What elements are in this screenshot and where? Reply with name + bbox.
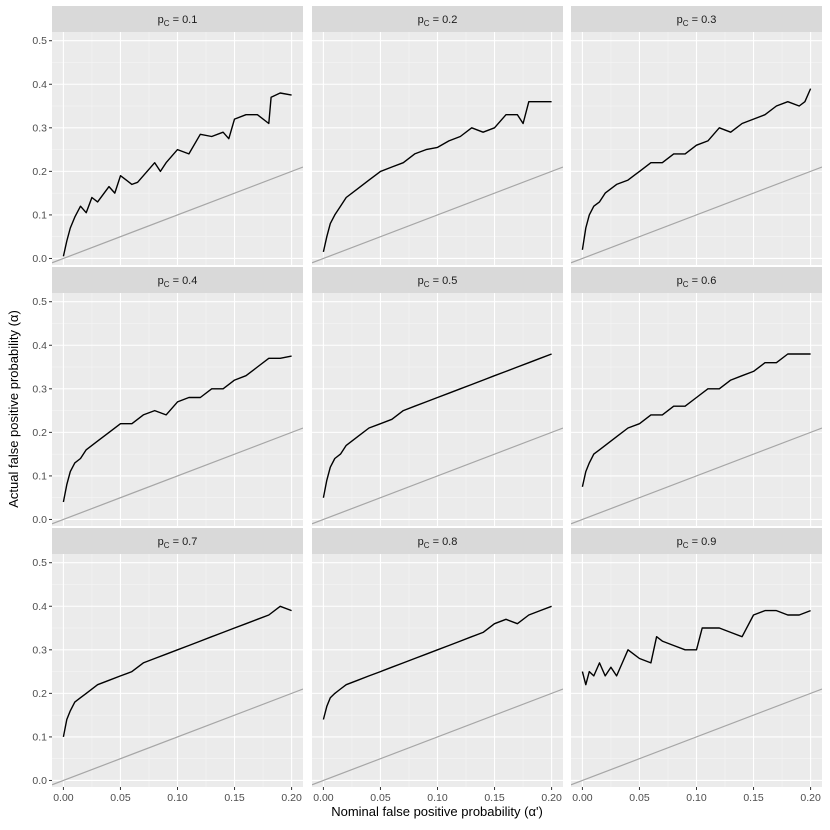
series-line xyxy=(581,88,812,250)
facet-panel: pC = 0.5 xyxy=(312,267,563,526)
facet-panel: pC = 0.9 0.00 0.05 0.10 0.15 0.20 xyxy=(571,528,822,804)
series-line xyxy=(62,605,292,738)
y-tick-label: 0.1 xyxy=(32,209,47,221)
x-tick-label: 0.20 xyxy=(541,792,562,804)
y-tick-label: 0.5 xyxy=(32,35,47,47)
facet-panel: pC = 0.2 xyxy=(312,6,563,265)
facet-strip-label: pC = 0.8 xyxy=(418,536,458,550)
facet-strip xyxy=(312,528,563,554)
facet-panel: pC = 0.7 0.0 0.1 0.2 0.3 0.4 0.5 0.00 0.05 0.10 0.… xyxy=(32,528,303,804)
series-line xyxy=(581,609,811,686)
series-line xyxy=(581,353,811,487)
facet-strip-label: pC = 0.2 xyxy=(418,14,458,28)
reference-line xyxy=(312,688,563,786)
facet-panel: pC = 0.6 xyxy=(571,267,822,526)
x-axis-title: Nominal false positive probability (α') xyxy=(331,804,543,819)
y-tick-label: 0.3 xyxy=(32,383,47,395)
y-tick-label: 0.4 xyxy=(32,601,47,613)
series-line xyxy=(62,355,292,503)
reference-line xyxy=(571,427,822,525)
facet-strip-label: pC = 0.4 xyxy=(158,275,198,289)
x-tick-label: 0.05 xyxy=(370,792,391,804)
facet-panel: pC = 0.1 0.0 0.1 0.2 0.3 0.4 0.5 xyxy=(32,6,303,265)
facet-strip xyxy=(312,6,563,32)
y-tick-label: 0.1 xyxy=(32,470,47,482)
facet-strip-label: pC = 0.6 xyxy=(677,275,717,289)
y-tick-label: 0.0 xyxy=(32,775,47,787)
y-tick-label: 0.1 xyxy=(32,731,47,743)
y-tick-label: 0.2 xyxy=(32,427,47,439)
y-tick-label: 0.4 xyxy=(32,340,47,352)
reference-line xyxy=(571,688,822,786)
reference-line xyxy=(52,166,303,264)
x-tick-label: 0.10 xyxy=(686,792,707,804)
x-tick-label: 0.10 xyxy=(427,792,448,804)
facet-strip-label: pC = 0.3 xyxy=(677,14,717,28)
facet-strip-label: pC = 0.1 xyxy=(158,14,198,28)
x-tick-label: 0.00 xyxy=(572,792,593,804)
x-tick-label: 0.20 xyxy=(281,792,302,804)
facet-strip-label: pC = 0.5 xyxy=(418,275,458,289)
y-tick-label: 0.0 xyxy=(32,514,47,526)
reference-line xyxy=(52,427,303,525)
facet-panel: pC = 0.4 0.0 0.1 0.2 0.3 0.4 0.5 xyxy=(32,267,303,526)
y-tick-label: 0.2 xyxy=(32,166,47,178)
facet-strip xyxy=(571,528,822,554)
x-tick-label: 0.05 xyxy=(110,792,131,804)
y-tick-label: 0.3 xyxy=(32,644,47,656)
facet-strip xyxy=(52,6,303,32)
facet-panel: pC = 0.8 0.00 0.05 0.10 0.15 0.20 xyxy=(312,528,563,804)
x-tick-label: 0.00 xyxy=(53,792,74,804)
x-tick-label: 0.15 xyxy=(743,792,764,804)
facet-strip xyxy=(312,267,563,293)
y-tick-label: 0.0 xyxy=(32,253,47,265)
reference-line xyxy=(571,166,822,264)
y-tick-label: 0.5 xyxy=(32,296,47,308)
facet-strip xyxy=(571,267,822,293)
facet-strip xyxy=(52,267,303,293)
series-line xyxy=(322,353,552,498)
facet-strip xyxy=(52,528,303,554)
series-line xyxy=(322,605,552,720)
facet-strip xyxy=(571,6,822,32)
x-tick-label: 0.15 xyxy=(224,792,245,804)
reference-line xyxy=(312,166,563,264)
reference-line xyxy=(312,427,563,525)
x-tick-label: 0.00 xyxy=(313,792,334,804)
x-tick-label: 0.15 xyxy=(484,792,505,804)
x-tick-label: 0.05 xyxy=(629,792,650,804)
series-line xyxy=(62,92,292,257)
y-axis-title: Actual false positive probability (α) xyxy=(6,310,21,508)
y-tick-label: 0.3 xyxy=(32,122,47,134)
facet-strip-label: pC = 0.7 xyxy=(158,536,198,550)
facet-strip-label: pC = 0.9 xyxy=(677,536,717,550)
series-line xyxy=(322,100,552,253)
x-tick-label: 0.20 xyxy=(800,792,821,804)
facet-panel: pC = 0.3 xyxy=(571,6,822,265)
y-tick-label: 0.4 xyxy=(32,79,47,91)
reference-line xyxy=(52,688,303,786)
x-tick-label: 0.10 xyxy=(167,792,188,804)
y-tick-label: 0.5 xyxy=(32,557,47,569)
y-tick-label: 0.2 xyxy=(32,688,47,700)
